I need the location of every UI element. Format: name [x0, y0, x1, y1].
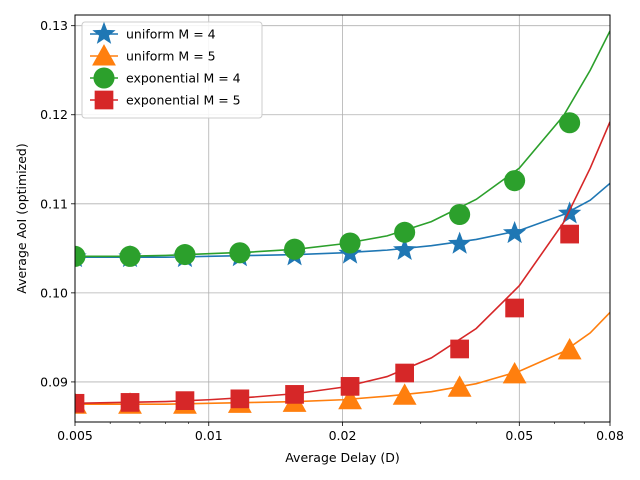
legend-label: uniform M = 4 [126, 27, 216, 42]
data-point [338, 387, 362, 410]
data-point [394, 221, 416, 243]
legend-label: exponential M = 4 [126, 71, 241, 86]
series-0 [75, 182, 610, 268]
legend-label: exponential M = 5 [126, 93, 241, 108]
data-point [447, 231, 472, 254]
data-point [75, 245, 86, 267]
series-line [75, 30, 610, 258]
legend-marker [92, 44, 116, 66]
data-point [560, 224, 579, 244]
y-axis-label: Average AoI (optimized) [14, 143, 29, 294]
data-point [505, 298, 524, 318]
x-tick-label: 0.05 [505, 428, 533, 443]
data-point [557, 337, 582, 360]
legend-marker [93, 67, 115, 89]
data-point [559, 112, 581, 134]
data-point [502, 362, 527, 384]
legend-item: uniform M = 4 [90, 21, 216, 44]
data-point [340, 377, 360, 396]
data-point [120, 393, 140, 412]
y-tick-label: 0.13 [40, 18, 68, 33]
data-point [284, 238, 306, 260]
series-1 [75, 311, 610, 414]
legend-box [81, 21, 263, 119]
legend-marker [94, 90, 114, 110]
data-point [393, 237, 417, 261]
y-tick-label: 0.10 [40, 285, 68, 300]
data-point [339, 232, 361, 254]
data-point [75, 393, 85, 413]
y-tick-label: 0.11 [40, 196, 68, 211]
data-point [230, 389, 250, 409]
x-tick-label: 0.02 [329, 428, 357, 443]
legend-item: exponential M = 5 [90, 90, 241, 110]
y-axis-ticks: 0.09 0.10 0.11 0.12 0.13 [40, 18, 75, 389]
series-2 [75, 30, 610, 267]
data-point [395, 363, 414, 383]
x-tick-label: 0.08 [596, 428, 624, 443]
data-point [558, 201, 582, 224]
legend-item: uniform M = 5 [90, 44, 216, 66]
y-tick-label: 0.09 [40, 374, 68, 389]
x-axis-label: Average Delay (D) [285, 450, 400, 465]
data-point [174, 244, 196, 266]
series-layer [75, 30, 610, 414]
data-point [504, 170, 526, 192]
data-point [175, 391, 195, 410]
y-tick-label: 0.12 [40, 107, 68, 122]
x-tick-label: 0.01 [195, 428, 223, 443]
data-point [285, 385, 304, 404]
data-point [392, 383, 417, 405]
data-point [450, 339, 469, 359]
x-tick-label: 0.005 [57, 428, 93, 443]
legend: uniform M = 4 uniform M = 5 exponential M … [81, 21, 263, 119]
legend-marker [92, 21, 116, 44]
data-point [447, 375, 472, 397]
data-point [449, 203, 471, 226]
data-point [229, 242, 251, 264]
legend-label: uniform M = 5 [126, 49, 216, 64]
data-point [119, 245, 141, 267]
data-point [502, 220, 527, 244]
series-line [75, 121, 610, 405]
series-3 [75, 121, 610, 413]
legend-item: exponential M = 4 [90, 67, 241, 89]
series-line [75, 311, 610, 405]
x-axis-ticks: 0.005 0.01 0.02 0.05 0.08 [57, 422, 624, 443]
series-line [75, 182, 610, 259]
